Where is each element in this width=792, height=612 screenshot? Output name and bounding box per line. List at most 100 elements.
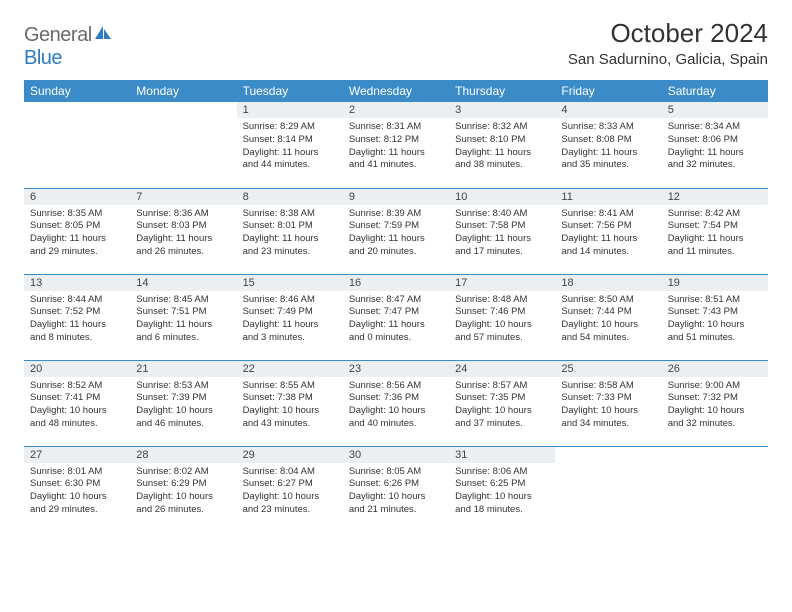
sunset-text: Sunset: 7:56 PM xyxy=(561,220,655,233)
sunset-text: Sunset: 6:25 PM xyxy=(455,478,549,491)
sunrise-text: Sunrise: 8:57 AM xyxy=(455,380,549,393)
title-block: October 2024 San Sadurnino, Galicia, Spa… xyxy=(568,18,768,68)
day-content: Sunrise: 8:45 AMSunset: 7:51 PMDaylight:… xyxy=(130,291,236,349)
day-header: Tuesday xyxy=(237,80,343,102)
daylight-text: Daylight: 10 hours and 48 minutes. xyxy=(30,405,124,431)
daylight-text: Daylight: 11 hours and 26 minutes. xyxy=(136,233,230,259)
day-header: Friday xyxy=(555,80,661,102)
calendar-day xyxy=(130,102,236,188)
sunset-text: Sunset: 6:26 PM xyxy=(349,478,443,491)
calendar-week: 13Sunrise: 8:44 AMSunset: 7:52 PMDayligh… xyxy=(24,274,768,360)
day-content: Sunrise: 8:31 AMSunset: 8:12 PMDaylight:… xyxy=(343,118,449,176)
day-content: Sunrise: 9:00 AMSunset: 7:32 PMDaylight:… xyxy=(662,377,768,435)
day-number: 24 xyxy=(449,361,555,377)
daylight-text: Daylight: 11 hours and 29 minutes. xyxy=(30,233,124,259)
sunset-text: Sunset: 7:43 PM xyxy=(668,306,762,319)
sunset-text: Sunset: 8:01 PM xyxy=(243,220,337,233)
calendar-day: 21Sunrise: 8:53 AMSunset: 7:39 PMDayligh… xyxy=(130,360,236,446)
day-number: 16 xyxy=(343,275,449,291)
day-header: Monday xyxy=(130,80,236,102)
day-content: Sunrise: 8:42 AMSunset: 7:54 PMDaylight:… xyxy=(662,205,768,263)
sunrise-text: Sunrise: 8:47 AM xyxy=(349,294,443,307)
sunrise-text: Sunrise: 9:00 AM xyxy=(668,380,762,393)
sunset-text: Sunset: 7:44 PM xyxy=(561,306,655,319)
sunset-text: Sunset: 7:58 PM xyxy=(455,220,549,233)
calendar-day: 2Sunrise: 8:31 AMSunset: 8:12 PMDaylight… xyxy=(343,102,449,188)
day-content: Sunrise: 8:02 AMSunset: 6:29 PMDaylight:… xyxy=(130,463,236,521)
daylight-text: Daylight: 10 hours and 43 minutes. xyxy=(243,405,337,431)
sunrise-text: Sunrise: 8:53 AM xyxy=(136,380,230,393)
daylight-text: Daylight: 10 hours and 29 minutes. xyxy=(30,491,124,517)
sunrise-text: Sunrise: 8:34 AM xyxy=(668,121,762,134)
daylight-text: Daylight: 11 hours and 6 minutes. xyxy=(136,319,230,345)
day-content: Sunrise: 8:57 AMSunset: 7:35 PMDaylight:… xyxy=(449,377,555,435)
logo-text: GeneralBlue xyxy=(24,24,112,70)
sunset-text: Sunset: 8:03 PM xyxy=(136,220,230,233)
sunrise-text: Sunrise: 8:40 AM xyxy=(455,208,549,221)
day-number: 22 xyxy=(237,361,343,377)
daylight-text: Daylight: 11 hours and 14 minutes. xyxy=(561,233,655,259)
sunrise-text: Sunrise: 8:41 AM xyxy=(561,208,655,221)
day-content: Sunrise: 8:40 AMSunset: 7:58 PMDaylight:… xyxy=(449,205,555,263)
sunset-text: Sunset: 8:12 PM xyxy=(349,134,443,147)
day-content: Sunrise: 8:52 AMSunset: 7:41 PMDaylight:… xyxy=(24,377,130,435)
calendar-day: 15Sunrise: 8:46 AMSunset: 7:49 PMDayligh… xyxy=(237,274,343,360)
day-content: Sunrise: 8:06 AMSunset: 6:25 PMDaylight:… xyxy=(449,463,555,521)
day-number: 23 xyxy=(343,361,449,377)
sunset-text: Sunset: 8:05 PM xyxy=(30,220,124,233)
sunrise-text: Sunrise: 8:35 AM xyxy=(30,208,124,221)
calendar-day: 16Sunrise: 8:47 AMSunset: 7:47 PMDayligh… xyxy=(343,274,449,360)
day-content: Sunrise: 8:48 AMSunset: 7:46 PMDaylight:… xyxy=(449,291,555,349)
header: GeneralBlue October 2024 San Sadurnino, … xyxy=(24,18,768,70)
logo-part1: General xyxy=(24,24,92,46)
sunrise-text: Sunrise: 8:04 AM xyxy=(243,466,337,479)
calendar-day: 25Sunrise: 8:58 AMSunset: 7:33 PMDayligh… xyxy=(555,360,661,446)
day-number: 27 xyxy=(24,447,130,463)
sunrise-text: Sunrise: 8:50 AM xyxy=(561,294,655,307)
calendar-week: 6Sunrise: 8:35 AMSunset: 8:05 PMDaylight… xyxy=(24,188,768,274)
daylight-text: Daylight: 11 hours and 17 minutes. xyxy=(455,233,549,259)
day-number: 17 xyxy=(449,275,555,291)
calendar-day: 18Sunrise: 8:50 AMSunset: 7:44 PMDayligh… xyxy=(555,274,661,360)
day-content: Sunrise: 8:34 AMSunset: 8:06 PMDaylight:… xyxy=(662,118,768,176)
day-number: 2 xyxy=(343,102,449,118)
sunrise-text: Sunrise: 8:33 AM xyxy=(561,121,655,134)
day-number: 13 xyxy=(24,275,130,291)
sunrise-text: Sunrise: 8:38 AM xyxy=(243,208,337,221)
daylight-text: Daylight: 10 hours and 18 minutes. xyxy=(455,491,549,517)
sunset-text: Sunset: 7:32 PM xyxy=(668,392,762,405)
day-content: Sunrise: 8:41 AMSunset: 7:56 PMDaylight:… xyxy=(555,205,661,263)
day-content: Sunrise: 8:32 AMSunset: 8:10 PMDaylight:… xyxy=(449,118,555,176)
calendar-day: 7Sunrise: 8:36 AMSunset: 8:03 PMDaylight… xyxy=(130,188,236,274)
day-number: 28 xyxy=(130,447,236,463)
calendar-day: 30Sunrise: 8:05 AMSunset: 6:26 PMDayligh… xyxy=(343,446,449,532)
day-content: Sunrise: 8:33 AMSunset: 8:08 PMDaylight:… xyxy=(555,118,661,176)
sunrise-text: Sunrise: 8:56 AM xyxy=(349,380,443,393)
sunset-text: Sunset: 7:59 PM xyxy=(349,220,443,233)
month-title: October 2024 xyxy=(568,18,768,49)
day-content: Sunrise: 8:36 AMSunset: 8:03 PMDaylight:… xyxy=(130,205,236,263)
day-content: Sunrise: 8:01 AMSunset: 6:30 PMDaylight:… xyxy=(24,463,130,521)
calendar-week: 1Sunrise: 8:29 AMSunset: 8:14 PMDaylight… xyxy=(24,102,768,188)
calendar-day: 27Sunrise: 8:01 AMSunset: 6:30 PMDayligh… xyxy=(24,446,130,532)
daylight-text: Daylight: 11 hours and 35 minutes. xyxy=(561,147,655,173)
day-content: Sunrise: 8:05 AMSunset: 6:26 PMDaylight:… xyxy=(343,463,449,521)
sunrise-text: Sunrise: 8:48 AM xyxy=(455,294,549,307)
sunset-text: Sunset: 7:51 PM xyxy=(136,306,230,319)
daylight-text: Daylight: 11 hours and 38 minutes. xyxy=(455,147,549,173)
day-number: 30 xyxy=(343,447,449,463)
sunrise-text: Sunrise: 8:05 AM xyxy=(349,466,443,479)
calendar-day: 19Sunrise: 8:51 AMSunset: 7:43 PMDayligh… xyxy=(662,274,768,360)
day-number: 5 xyxy=(662,102,768,118)
logo-part2: Blue xyxy=(24,47,62,69)
day-content: Sunrise: 8:44 AMSunset: 7:52 PMDaylight:… xyxy=(24,291,130,349)
sunset-text: Sunset: 7:35 PM xyxy=(455,392,549,405)
daylight-text: Daylight: 10 hours and 57 minutes. xyxy=(455,319,549,345)
sunrise-text: Sunrise: 8:06 AM xyxy=(455,466,549,479)
daylight-text: Daylight: 11 hours and 3 minutes. xyxy=(243,319,337,345)
calendar-day: 13Sunrise: 8:44 AMSunset: 7:52 PMDayligh… xyxy=(24,274,130,360)
day-content: Sunrise: 8:46 AMSunset: 7:49 PMDaylight:… xyxy=(237,291,343,349)
calendar-day: 23Sunrise: 8:56 AMSunset: 7:36 PMDayligh… xyxy=(343,360,449,446)
day-number: 8 xyxy=(237,189,343,205)
day-number: 1 xyxy=(237,102,343,118)
